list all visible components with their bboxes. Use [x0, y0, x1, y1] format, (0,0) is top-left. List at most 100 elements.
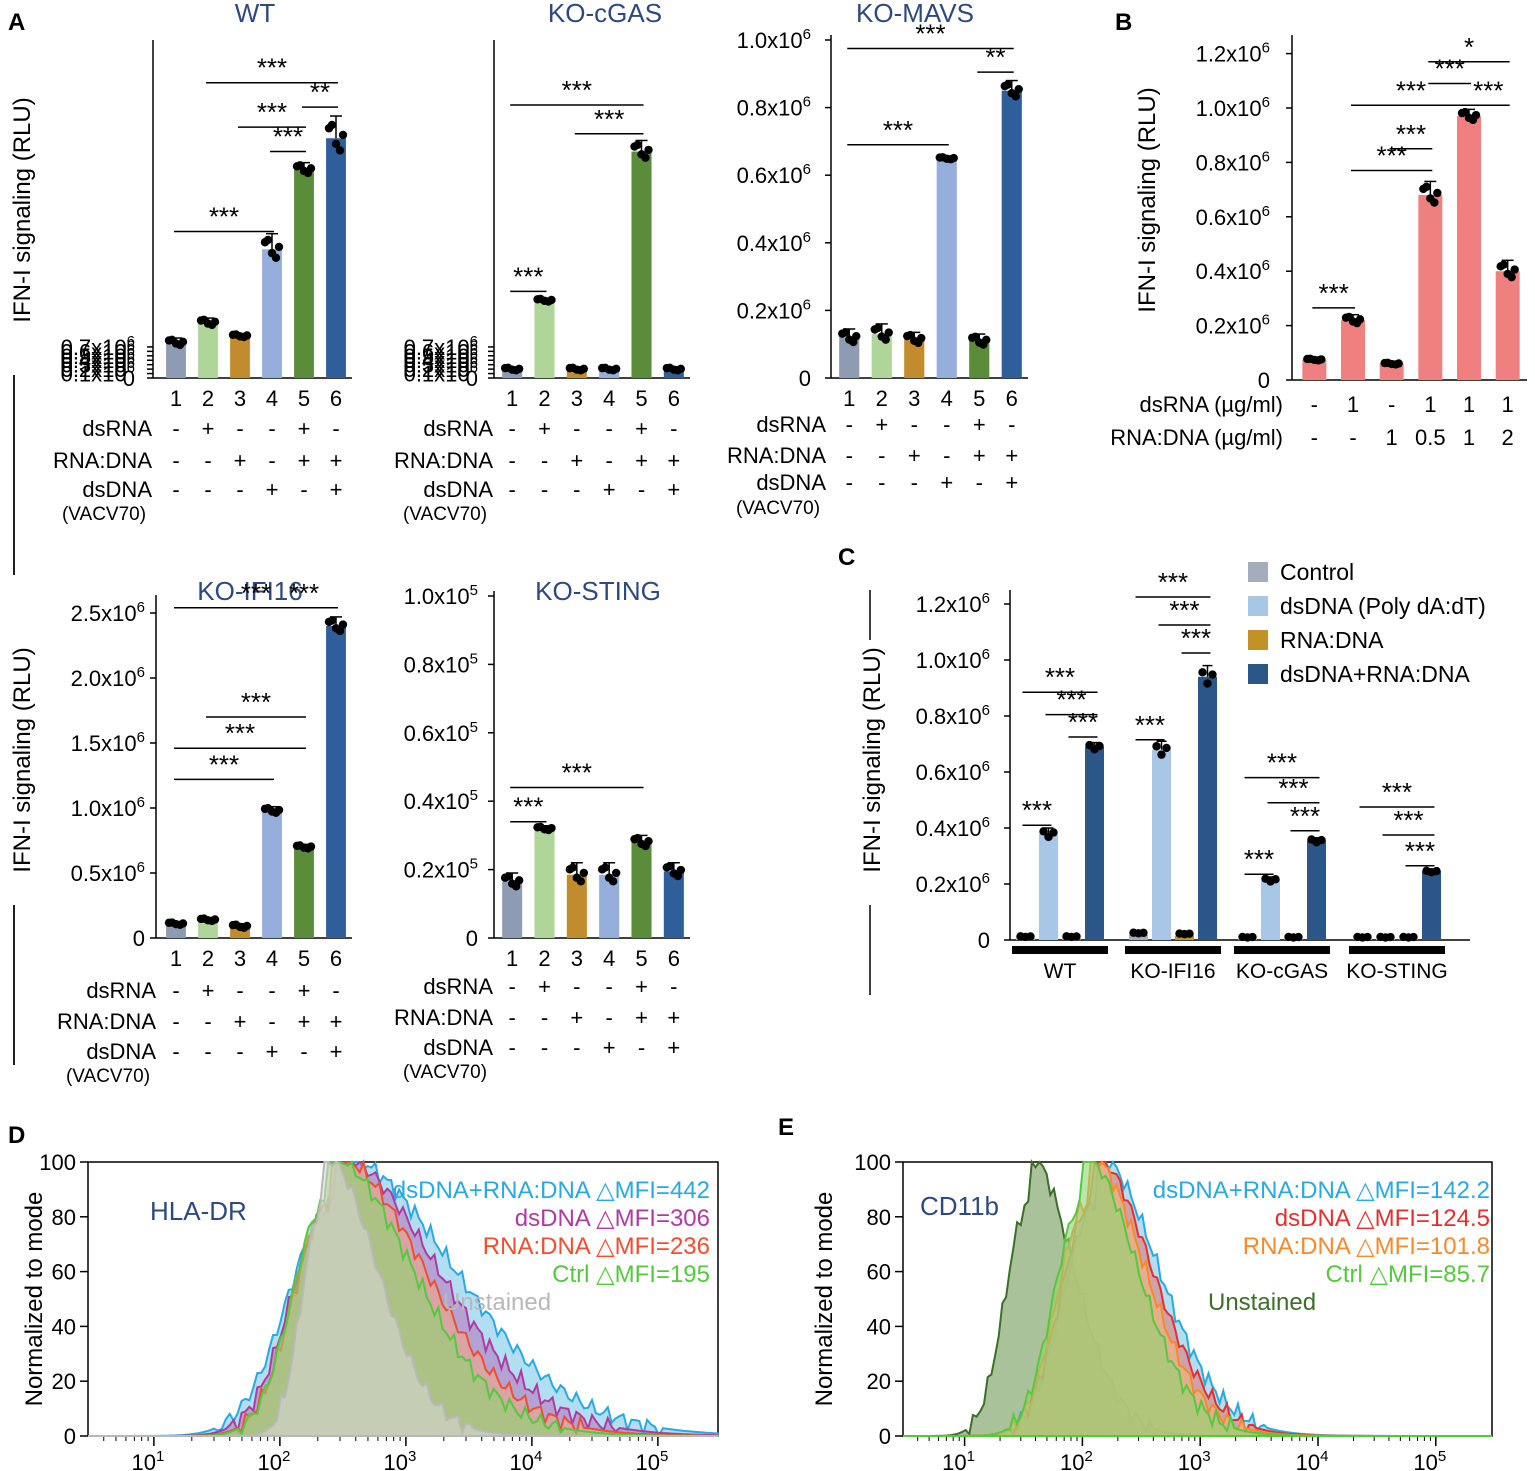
y-tick-mantissa: 1.0 [404, 584, 435, 609]
data-point [1203, 679, 1212, 688]
significance-stars: *** [594, 104, 624, 134]
y-tick-exponent: 6 [470, 333, 478, 350]
y-tick-exponent: 6 [982, 814, 990, 831]
y-tick-times: x10 [1226, 259, 1261, 284]
y-tick-label: 0.2x106 [916, 870, 990, 897]
chart-wt: WT00.1x1060.2x1060.3x1060.4x1060.5x1060.… [53, 0, 352, 525]
y-tick-mantissa: 0.4 [61, 348, 92, 373]
bar-2 [534, 828, 555, 938]
bar-dsdna-rna-dna [1307, 840, 1326, 940]
significance-stars: * [1464, 32, 1474, 62]
y-tick-mantissa: 0.8 [916, 704, 947, 729]
ylabel-e: Normalized to mode [811, 1192, 838, 1407]
data-point [884, 328, 893, 337]
bar-6 [1001, 90, 1022, 378]
chart-title: KO-IFI16 [197, 576, 302, 606]
data-point [1095, 741, 1104, 751]
data-point [1139, 928, 1148, 938]
y-tick-mantissa: 0.5 [61, 344, 92, 369]
y-tick-label: 0.4x105 [404, 787, 478, 814]
panel-e-letter: E [778, 1114, 794, 1141]
significance-stars: ** [985, 42, 1005, 72]
bar-dsdna-rna-dna [1085, 746, 1104, 940]
significance-stars: *** [1382, 777, 1412, 807]
y-tick-mantissa: 0.1 [404, 362, 435, 387]
y-tick-exponent: 6 [470, 355, 478, 372]
x-tick-label: 105 [1413, 1448, 1446, 1471]
x-tick-base: 10 [383, 1450, 407, 1471]
sign-mark: + [234, 1009, 247, 1034]
y-tick-times: x10 [434, 348, 469, 373]
sign-mark: + [667, 1005, 680, 1030]
data-point [1317, 835, 1326, 845]
data-point [1011, 92, 1020, 101]
data-point [608, 366, 618, 375]
lane-number: 3 [234, 386, 246, 411]
chart-b: 00.2x1060.4x1060.6x1060.8x1061.0x1061.2x… [1196, 32, 1527, 393]
y-tick-label: 0.2x106 [737, 296, 811, 323]
y-tick-mantissa: 0.6 [737, 163, 768, 188]
y-tick-label: 2.5x106 [71, 599, 145, 626]
lane-number: 3 [571, 386, 583, 411]
data-point [971, 332, 980, 341]
data-point [231, 330, 241, 339]
dose-value: 1 [1386, 425, 1398, 450]
y-tick-label: 0 [123, 366, 135, 391]
sign-mark: - [606, 416, 613, 441]
sign-mark: - [573, 416, 580, 441]
data-point [608, 877, 618, 886]
group-bar [1234, 946, 1330, 954]
legend-label: dsDNA+RNA:DNA [1280, 661, 1470, 687]
sign-mark: - [541, 1035, 548, 1060]
sign-mark: - [541, 477, 548, 502]
ylabel-c: IFN-I signaling (RLU) [859, 647, 886, 872]
y-tick-times: x10 [767, 163, 802, 188]
data-point [881, 335, 890, 344]
data-point [1157, 750, 1166, 759]
y-tick-label: 0.2x106 [61, 355, 135, 382]
legend-swatch [1248, 630, 1268, 650]
row-label-b: RNA:DNA (µg/ml) [1110, 425, 1283, 450]
y-tick-exponent: 6 [470, 360, 478, 377]
y-tick-mantissa: 0.2 [404, 858, 435, 883]
legend-ctrl: Ctrl △MFI=195 [552, 1261, 710, 1288]
sign-mark: + [875, 412, 888, 437]
significance-stars: *** [1267, 748, 1297, 778]
chart-title: KO-MAVS [856, 0, 974, 28]
significance-stars: *** [289, 578, 319, 608]
lane-number: 3 [908, 386, 920, 411]
bar-2 [198, 322, 218, 378]
y-tick-mantissa: 0.8 [737, 96, 768, 121]
y-tick-text: 0.8x106 [737, 94, 811, 121]
sign-mark: - [573, 477, 580, 502]
row-sublabel: (VACV70) [736, 498, 820, 519]
y-tick-text: 2.5x106 [71, 599, 145, 626]
data-point [175, 340, 185, 350]
sign-mark: + [1005, 443, 1018, 468]
x-tick-label: 102 [1060, 1448, 1093, 1471]
sign-mark: - [911, 470, 918, 495]
bar-4 [599, 874, 620, 938]
y-tick-text: 0.7x106 [404, 333, 478, 360]
lane-number: 1 [170, 946, 182, 971]
data-point [1430, 198, 1439, 207]
data-point [673, 871, 683, 881]
significance-stars: *** [562, 758, 592, 788]
y-tick-exponent: 6 [982, 758, 990, 775]
y-tick-label: 0.6x106 [404, 337, 478, 364]
row-label-rnadna: RNA:DNA [53, 448, 152, 473]
sign-mark: - [943, 412, 950, 437]
x-tick-exp: 5 [1438, 1448, 1446, 1465]
y-tick-times: x10 [1226, 205, 1261, 230]
chart-title: WT [235, 0, 276, 28]
bar-5 [294, 847, 314, 938]
ylabel-bottom: IFN-I signaling (RLU) [9, 647, 36, 872]
sign-mark: - [172, 416, 179, 441]
data-point [1152, 742, 1161, 751]
data-point [1294, 932, 1303, 942]
significance-stars: *** [209, 201, 239, 231]
significance-stars: *** [1244, 844, 1274, 874]
chart-ko-ifi16: KO-IFI1600.5x1061.0x1061.5x1062.0x1062.5… [57, 576, 352, 1087]
y-tick-text: 0.2x106 [737, 296, 811, 323]
